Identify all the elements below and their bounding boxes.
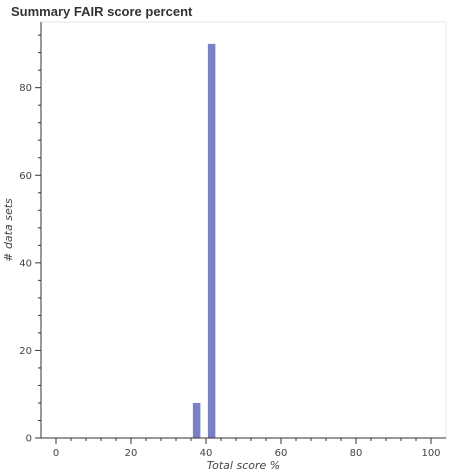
x-tick-label: 40 bbox=[200, 448, 213, 459]
bar-0 bbox=[192, 402, 201, 438]
y-axis: 0 20 40 60 80 bbox=[19, 22, 42, 445]
plot-frame bbox=[41, 21, 447, 438]
y-tick-label: 60 bbox=[19, 171, 32, 182]
x-tick-label: 100 bbox=[421, 448, 440, 459]
x-tick-label: 0 bbox=[53, 448, 59, 459]
bar-1 bbox=[207, 43, 216, 438]
y-axis-label: # data sets bbox=[2, 198, 15, 262]
x-axis: 0 20 40 60 80 100 bbox=[41, 437, 446, 459]
chart-title: Summary FAIR score percent bbox=[11, 4, 193, 19]
y-tick-label: 40 bbox=[19, 258, 32, 269]
x-tick-label: 20 bbox=[125, 448, 138, 459]
y-tick-label: 0 bbox=[26, 434, 32, 445]
y-tick-label: 20 bbox=[19, 346, 32, 357]
y-tick-label: 80 bbox=[19, 83, 32, 94]
x-axis-label: Total score % bbox=[207, 459, 280, 472]
x-tick-label: 60 bbox=[275, 448, 288, 459]
x-tick-label: 80 bbox=[350, 448, 363, 459]
bars-group bbox=[192, 43, 216, 438]
